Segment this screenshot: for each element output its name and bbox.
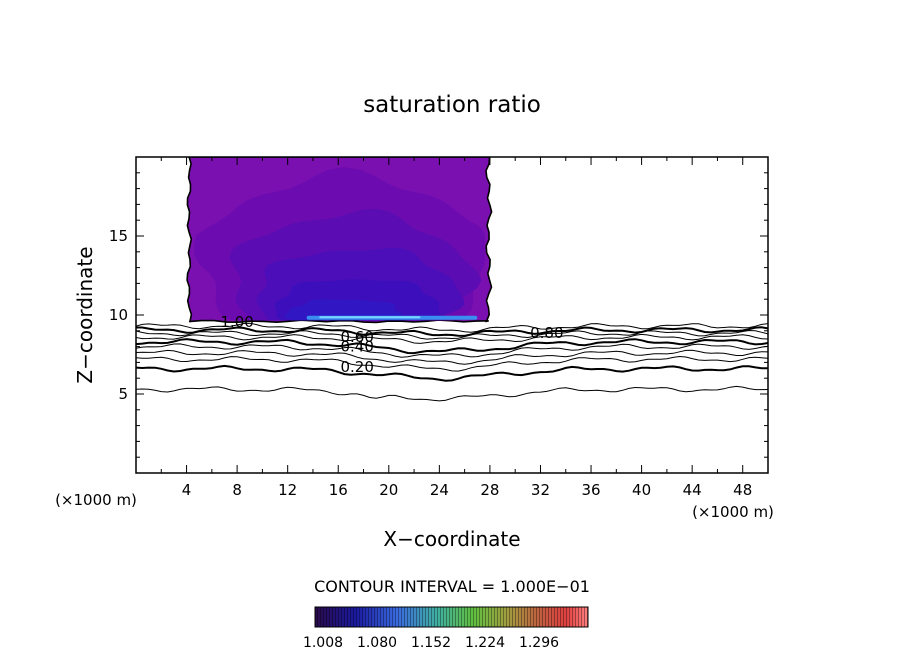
contour-label: 0.60 <box>340 328 373 346</box>
contour-line <box>136 385 768 402</box>
x-tick-label: 32 <box>531 481 550 499</box>
x-tick-label: 40 <box>632 481 651 499</box>
colorbar-tick-label: 1.224 <box>465 635 505 651</box>
x-unit-label: (×1000 m) <box>692 503 774 521</box>
x-tick-label: 12 <box>278 481 297 499</box>
region-peak-core <box>319 316 421 319</box>
y-tick-label: 15 <box>109 227 128 245</box>
colorbar-tick-label: 1.296 <box>519 635 559 651</box>
contour-line <box>136 322 768 333</box>
contour-line <box>136 349 768 365</box>
contour-labels: 1.00 0.80 0.600.40 0.20 <box>220 313 563 376</box>
x-tick-label: 24 <box>430 481 449 499</box>
x-tick-label: 8 <box>232 481 242 499</box>
region-layer <box>284 299 402 321</box>
contour-line <box>136 355 768 372</box>
y-tick-label: 10 <box>109 306 128 324</box>
contour-line <box>136 364 768 382</box>
colorbar-tick-label: 1.008 <box>303 635 343 651</box>
contour-label: 0.80 <box>530 324 563 342</box>
x-tick-label: 44 <box>683 481 702 499</box>
x-tick-label: 16 <box>329 481 348 499</box>
colorbar-stripes <box>315 607 588 627</box>
contour-lines <box>136 322 768 402</box>
colorbar-tick-label: 1.080 <box>357 635 397 651</box>
contour-line <box>136 333 768 344</box>
colorbar-tick-label: 1.152 <box>411 635 451 651</box>
x-tick-label: 20 <box>379 481 398 499</box>
y-axis-label: Z−coordinate <box>73 246 97 383</box>
x-tick-label: 4 <box>182 481 192 499</box>
x-tick-label: 48 <box>733 481 752 499</box>
x-axis-label: X−coordinate <box>383 527 520 551</box>
contour-line <box>136 343 768 358</box>
contour-label: 0.20 <box>340 358 373 376</box>
contour-line <box>136 338 768 355</box>
y-tick-label: 5 <box>118 385 128 403</box>
y-unit-label: (×1000 m) <box>55 491 137 509</box>
x-tick-label: 36 <box>581 481 600 499</box>
contour-interval-text: CONTOUR INTERVAL = 1.000E−01 <box>314 577 590 596</box>
contour-label: 0.40 <box>340 338 373 356</box>
contour-label: 1.00 <box>220 313 253 331</box>
plot-area <box>136 157 768 402</box>
contour-line <box>136 329 768 340</box>
contour-line <box>136 326 768 337</box>
supersaturated-region <box>186 157 493 324</box>
x-tick-label: 28 <box>480 481 499 499</box>
chart-title: saturation ratio <box>363 92 541 118</box>
colorbar-labels: 1.008 1.080 1.152 1.224 1.296 <box>303 635 559 651</box>
